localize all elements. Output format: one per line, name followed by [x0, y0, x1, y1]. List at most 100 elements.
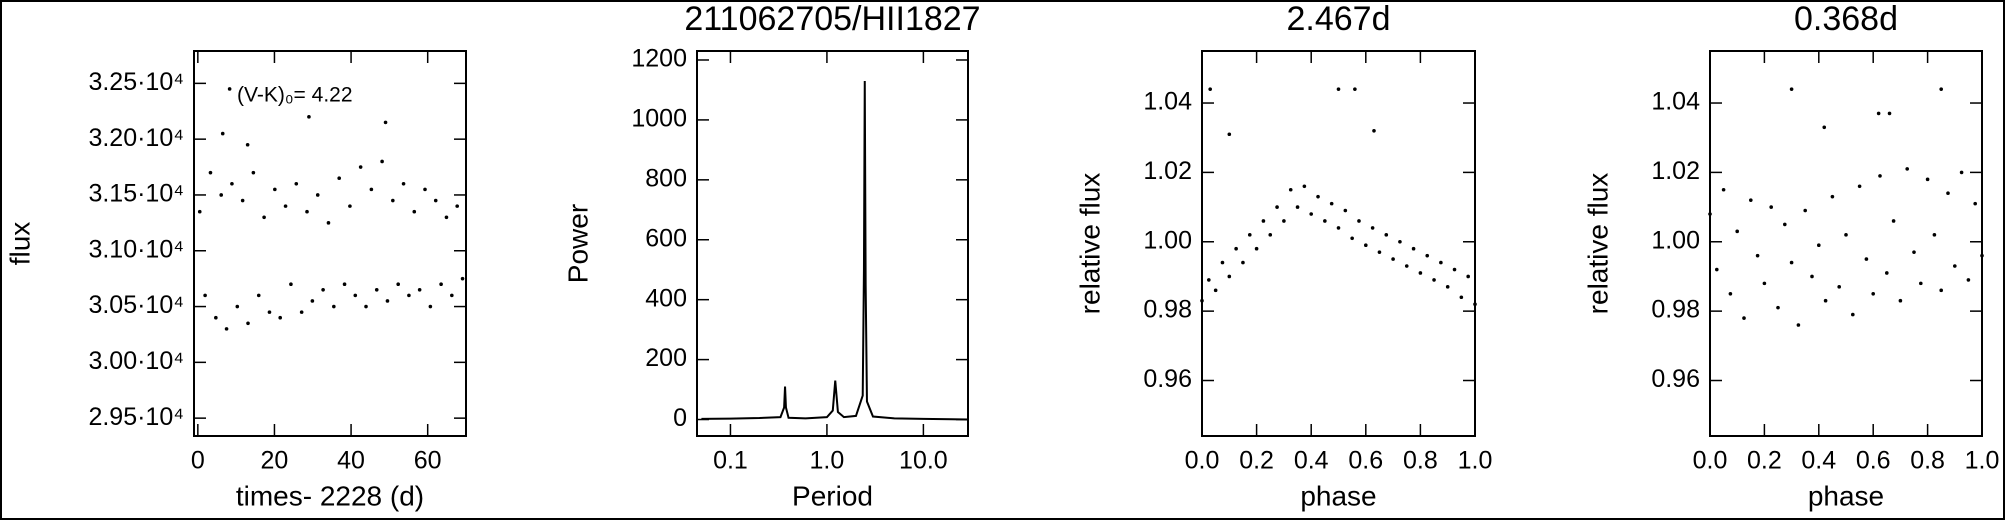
y-tick-label: 1.04	[1651, 88, 1700, 116]
data-point	[1261, 219, 1266, 223]
data-point	[433, 198, 438, 203]
data-point	[1817, 243, 1821, 248]
x-axis-label: times- 2228 (d)	[236, 480, 424, 511]
y-tick-label: 3.10·10⁴	[88, 235, 184, 263]
data-point	[1207, 278, 1211, 282]
data-point	[1887, 111, 1892, 116]
x-tick-label: 0.8	[1403, 447, 1438, 475]
data-point	[460, 276, 465, 281]
y-axis-label: relative flux	[1074, 173, 1105, 315]
data-point	[1466, 274, 1470, 279]
data-point	[1343, 208, 1348, 213]
x-tick-label: 0.1	[713, 447, 748, 475]
x-tick-label: 0.4	[1801, 447, 1836, 475]
data-point	[1789, 87, 1794, 91]
y-tick-label: 1.04	[1143, 88, 1192, 116]
data-point	[1891, 219, 1896, 223]
data-point	[1830, 194, 1835, 199]
data-point	[332, 304, 336, 309]
data-point	[214, 315, 218, 320]
x-tick-label: 40	[337, 447, 365, 475]
data-point	[305, 209, 309, 214]
data-point	[1227, 132, 1232, 137]
plot-box	[193, 50, 467, 437]
data-point	[1823, 298, 1828, 303]
data-point	[1742, 316, 1746, 320]
data-point	[1329, 201, 1334, 206]
data-point	[412, 209, 417, 214]
data-point	[203, 293, 207, 298]
data-point	[278, 315, 282, 320]
x-tick-label: 10.0	[899, 447, 948, 475]
data-point	[364, 304, 368, 309]
data-point	[401, 181, 406, 186]
y-axis-label: Power	[562, 204, 593, 283]
data-point	[1749, 198, 1753, 202]
data-point	[385, 299, 390, 303]
data-point	[444, 215, 449, 220]
data-point	[1353, 87, 1357, 91]
data-point	[230, 181, 234, 186]
data-point	[315, 193, 320, 197]
data-point	[417, 288, 422, 292]
data-point	[1357, 219, 1361, 223]
data-point	[1391, 257, 1395, 261]
y-tick-label: 600	[645, 224, 687, 252]
data-point	[1336, 87, 1341, 91]
data-point	[358, 165, 363, 169]
x-tick-label: 0.6	[1856, 447, 1891, 475]
data-point	[1939, 288, 1943, 293]
data-point	[1372, 128, 1376, 133]
data-point	[1350, 236, 1354, 241]
y-tick-label: 200	[645, 344, 687, 372]
data-point	[267, 310, 272, 314]
data-point	[423, 187, 427, 192]
data-point	[1439, 260, 1443, 265]
data-point	[1837, 285, 1841, 289]
data-point	[1282, 219, 1286, 223]
data-point	[245, 142, 250, 147]
y-tick-label: 2.95·10⁴	[88, 403, 184, 431]
data-point	[1200, 298, 1204, 303]
data-point	[380, 159, 384, 164]
annotation: (V-K)₀= 4.22	[237, 84, 353, 107]
data-point	[1721, 187, 1726, 192]
data-point	[321, 288, 325, 292]
data-point	[262, 215, 266, 220]
data-point	[310, 299, 315, 303]
data-line	[701, 80, 969, 421]
x-tick-label: 0.2	[1747, 447, 1782, 475]
plot-box	[1201, 50, 1476, 437]
y-tick-label: 3.05·10⁴	[88, 291, 184, 319]
data-point	[1241, 260, 1245, 265]
data-point	[1769, 205, 1773, 209]
x-tick-label: 1.0	[810, 447, 845, 475]
data-point	[307, 115, 311, 119]
data-point	[326, 221, 331, 225]
data-point	[1411, 246, 1416, 251]
data-point	[1851, 312, 1855, 317]
data-point	[1715, 267, 1719, 272]
data-point	[246, 321, 250, 326]
y-axis-label: relative flux	[1582, 173, 1613, 315]
data-point	[1776, 305, 1780, 310]
y-tick-label: 0.98	[1651, 296, 1700, 324]
y-tick-label: 3.20·10⁴	[88, 124, 184, 152]
x-axis-label: phase	[1300, 480, 1376, 511]
data-point	[197, 209, 202, 214]
data-point	[1735, 229, 1739, 234]
y-tick-label: 0.98	[1143, 296, 1192, 324]
data-point	[391, 198, 395, 203]
data-point	[1336, 226, 1341, 230]
data-point	[1213, 288, 1218, 293]
data-point	[294, 181, 299, 186]
x-tick-label: 1.0	[1965, 447, 2000, 475]
data-point	[224, 327, 229, 331]
panel-title: 211062705/HII1827	[684, 0, 980, 38]
data-point	[1946, 191, 1950, 196]
data-point	[1755, 253, 1760, 258]
data-point	[1316, 194, 1320, 199]
x-tick-label: 20	[261, 447, 289, 475]
